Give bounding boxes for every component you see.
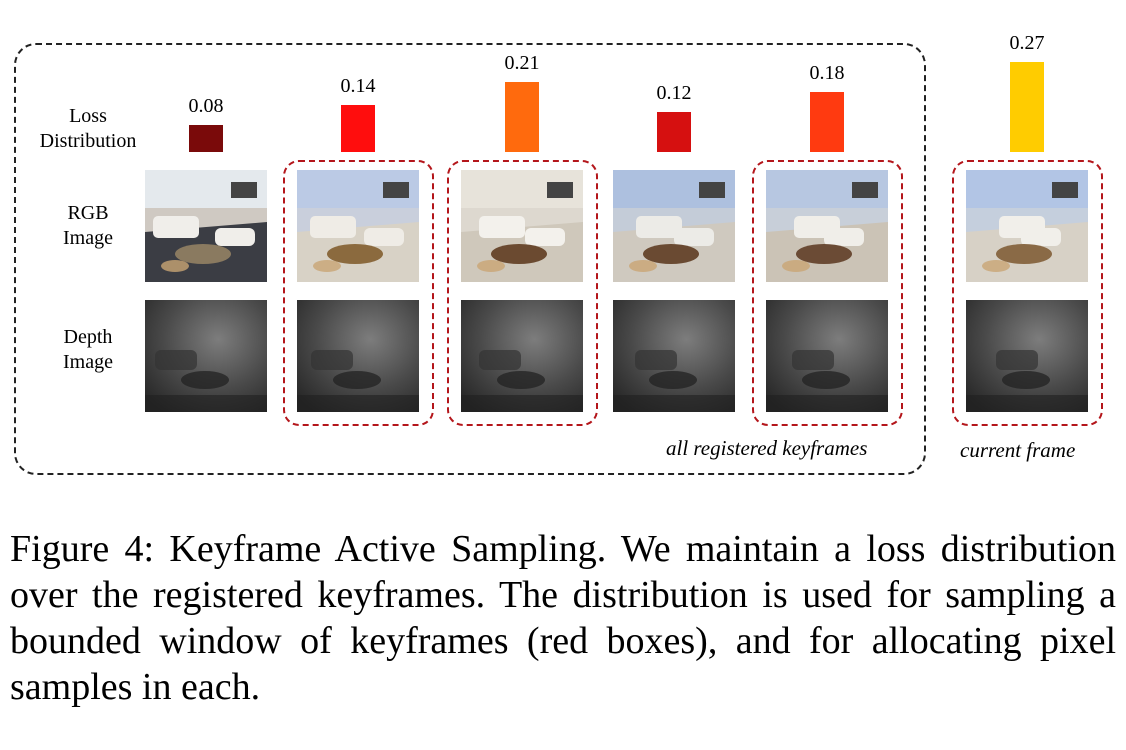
current-frame-box — [952, 160, 1103, 426]
depth-image-5 — [766, 300, 888, 412]
loss-value-1: 0.08 — [188, 95, 224, 117]
depth-image-1 — [145, 300, 267, 412]
loss-bar-3 — [505, 82, 539, 152]
row-label-rgb: RGB Image — [13, 201, 163, 251]
rgb-image-1 — [145, 170, 267, 282]
rgb-image-5 — [766, 170, 888, 282]
depth-image-3 — [461, 300, 583, 412]
depth-image-4 — [613, 300, 735, 412]
row-label-depth-line1: Depth — [63, 326, 113, 348]
loss-value-3: 0.21 — [504, 52, 540, 74]
selected-keyframe-box-5 — [752, 160, 903, 426]
loss-value-2: 0.14 — [340, 75, 376, 97]
rgb-image-current — [966, 170, 1088, 282]
selected-keyframe-box-2 — [283, 160, 434, 426]
selected-keyframe-box-3 — [447, 160, 598, 426]
row-label-depth: Depth Image — [13, 325, 163, 375]
loss-value-4: 0.12 — [656, 82, 692, 104]
row-label-loss-line1: Loss — [69, 105, 107, 127]
loss-bar-2 — [341, 105, 375, 152]
row-label-loss: Loss Distribution — [13, 104, 163, 154]
loss-bar-5 — [810, 92, 844, 152]
loss-bar-4 — [657, 112, 691, 152]
rgb-image-4 — [613, 170, 735, 282]
keyframes-group-outline — [14, 43, 926, 475]
row-label-rgb-line1: RGB — [67, 202, 109, 224]
loss-value-current: 0.27 — [1009, 32, 1045, 54]
current-frame-label: current frame — [960, 438, 1076, 462]
row-label-depth-line2: Image — [63, 351, 113, 373]
rgb-image-3 — [461, 170, 583, 282]
depth-image-current — [966, 300, 1088, 412]
row-label-rgb-line2: Image — [63, 227, 113, 249]
rgb-image-2 — [297, 170, 419, 282]
row-label-loss-line2: Distribution — [39, 130, 137, 152]
loss-bar-current — [1010, 62, 1044, 152]
loss-value-5: 0.18 — [809, 62, 845, 84]
keyframes-label: all registered keyframes — [666, 436, 868, 460]
depth-image-2 — [297, 300, 419, 412]
figure-caption: Figure 4: Keyframe Active Sampling. We m… — [10, 528, 1116, 708]
loss-bar-1 — [189, 125, 223, 152]
